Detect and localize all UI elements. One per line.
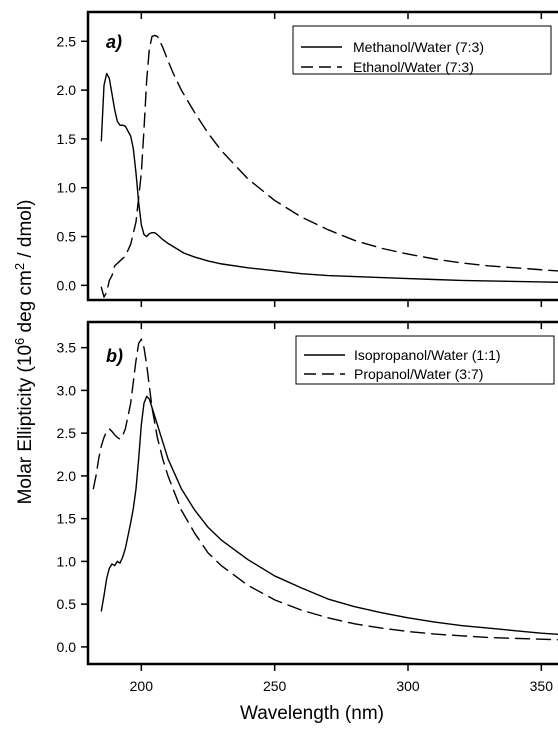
panel-a-legend-box (292, 25, 552, 75)
x-tick-label: 350 (530, 678, 554, 694)
legend-label-isopropanol-water: Isopropanol/Water (1:1) (354, 347, 501, 363)
panel-a-series (100, 34, 558, 298)
legend-label-methanol-water: Methanol/Water (7:3) (353, 39, 484, 55)
legend-label-ethanol-water: Ethanol/Water (7:3) (353, 59, 474, 75)
y-tick-label: 1.0 (57, 553, 77, 569)
y-tick-label: 0.5 (57, 596, 77, 612)
y-tick-label: 0.0 (57, 277, 77, 293)
panel-a-frame (86, 10, 558, 302)
series-line-methanol-water-7-3 (100, 72, 558, 283)
legend-label-propanol-water: Propanol/Water (3:7) (354, 366, 483, 382)
panel-b-legend: Isopropanol/Water (1:1) Propanol/Water (… (295, 335, 555, 385)
panel-b-series (92, 338, 558, 641)
y-tick-label: 3.0 (57, 382, 77, 398)
panel-b-frame (86, 320, 558, 666)
y-tick-label: 0.5 (57, 229, 77, 245)
series-line-ethanol-water-7-3 (100, 34, 558, 298)
panel-b-legend-box (295, 335, 555, 385)
panel-b-ticks: 0.0 0.5 1.0 1.5 2.0 2.5 3.0 3.5 200 250 300 350 (57, 322, 554, 694)
x-tick-label: 200 (130, 678, 154, 694)
y-tick-label: 1.0 (57, 180, 77, 196)
series-line-isopropanol-water-1-1 (100, 395, 558, 635)
y-axis-title: Molar Ellipticity (106 deg cm2 / dmol) (12, 200, 36, 505)
y-tick-label: 2.5 (57, 425, 77, 441)
x-tick-label: 300 (396, 678, 420, 694)
y-tick-label: 0.0 (57, 639, 77, 655)
panel-a: 0.0 0.5 1.0 1.5 2.0 2.5 a) Methanol/Water (7:… (57, 10, 558, 307)
x-tick-label: 250 (263, 678, 287, 694)
panel-a-label: a) (106, 32, 122, 52)
y-tick-label: 3.5 (57, 340, 77, 356)
y-tick-label: 1.5 (57, 131, 77, 147)
y-tick-label: 2.5 (57, 33, 77, 49)
panel-a-legend: Methanol/Water (7:3) Ethanol/Water (7:3) (292, 25, 552, 75)
panel-a-ticks: 0.0 0.5 1.0 1.5 2.0 2.5 (57, 12, 543, 307)
y-tick-label: 2.0 (57, 468, 77, 484)
y-tick-label: 1.5 (57, 511, 77, 527)
series-line-propanol-water-3-7 (92, 338, 558, 641)
y-tick-label: 2.0 (57, 82, 77, 98)
x-axis-title: Wavelength (nm) (240, 703, 384, 724)
panel-b-label: b) (106, 346, 123, 366)
